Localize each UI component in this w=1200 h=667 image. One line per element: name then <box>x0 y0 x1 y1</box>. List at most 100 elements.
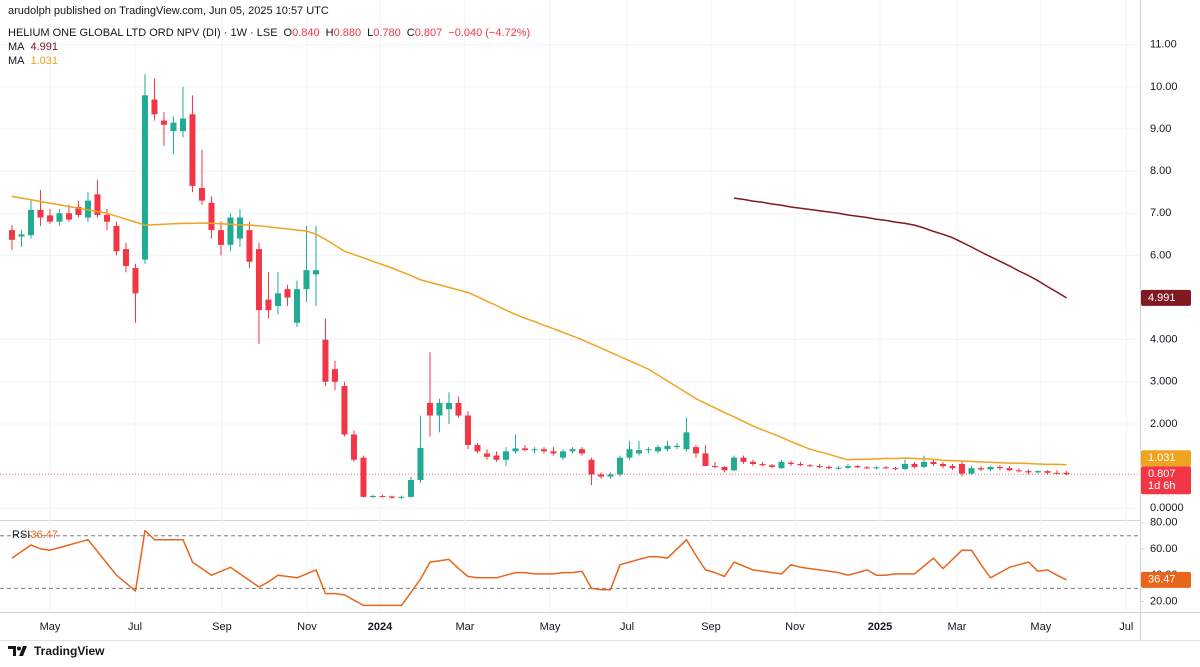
y-tick-label: 9.00 <box>1150 123 1171 135</box>
x-tick-label: Jul <box>1119 621 1133 633</box>
candle-body <box>407 479 414 497</box>
candle-body <box>303 270 310 290</box>
quote-value: 0.780 <box>373 27 401 39</box>
x-tick-label: Mar <box>455 621 474 633</box>
candle-body <box>949 466 956 469</box>
candle-body <box>730 457 737 471</box>
candle-body <box>958 463 965 474</box>
candle-body <box>901 463 908 470</box>
candles <box>8 74 1070 499</box>
ma-badge-bg <box>1141 450 1191 467</box>
candle-body <box>170 122 177 132</box>
candle-body <box>151 99 158 115</box>
rsi-legend: RSI36.47 <box>12 529 58 541</box>
candle-body <box>873 467 880 469</box>
candle-body <box>816 466 823 468</box>
candle-body <box>46 215 53 222</box>
rsi-value: 36.47 <box>30 529 58 541</box>
candle-body <box>179 118 186 132</box>
candle-body <box>160 120 167 125</box>
candle-body <box>75 206 82 215</box>
candle-body <box>597 474 604 477</box>
candle-body <box>94 194 101 215</box>
y-tick-label: 0.0000 <box>1150 502 1184 514</box>
candle-body <box>455 402 462 416</box>
candle-body <box>512 448 519 452</box>
y-tick-label: 2.000 <box>1150 418 1178 430</box>
candle-body <box>198 187 205 201</box>
quote-key: H <box>325 27 334 39</box>
candle-body <box>189 114 196 186</box>
candle-body <box>84 200 91 218</box>
candle-body <box>379 495 386 497</box>
candle-body <box>835 467 842 469</box>
candle-body <box>673 445 680 448</box>
ma-value: 1.031 <box>30 55 59 67</box>
candle-body <box>911 463 918 467</box>
candle-body <box>1044 471 1051 473</box>
ma-badge-bg <box>1141 289 1191 306</box>
rsi-tick-label: 80.00 <box>1150 517 1178 529</box>
candle-body <box>987 466 994 470</box>
candle-body <box>645 449 652 451</box>
candle-body <box>664 445 671 450</box>
publisher: arudolph published on TradingView.com, J… <box>8 5 329 17</box>
candle-body <box>540 449 547 452</box>
x-tick-label: Mar <box>947 621 966 633</box>
candle-body <box>578 449 585 454</box>
candle-body <box>255 249 262 311</box>
ma-legend: MA 4.991 MA 1.031 <box>8 40 530 68</box>
candle-body <box>588 459 595 475</box>
candle-body <box>892 468 899 470</box>
candle-body <box>787 462 794 464</box>
candle-body <box>559 451 566 458</box>
candle-body <box>464 415 471 446</box>
candle-body <box>493 455 500 460</box>
candle-body <box>1025 471 1032 473</box>
candle-body <box>246 230 253 262</box>
candle-body <box>569 449 576 452</box>
candle-body <box>388 496 395 498</box>
candle-body <box>797 463 804 466</box>
candle-body <box>654 447 661 452</box>
y-tick-label: 4.000 <box>1150 334 1178 346</box>
candle-body <box>284 289 291 298</box>
candle-body <box>1053 472 1060 474</box>
candle-body <box>968 468 975 474</box>
candle-body <box>132 268 139 294</box>
candle-body <box>350 434 357 460</box>
candle-body <box>806 465 813 467</box>
candle-body <box>550 451 557 454</box>
candle-body <box>445 402 452 410</box>
candle-body <box>474 445 481 452</box>
rsi-line <box>11 529 1067 607</box>
brand: TradingView <box>34 644 105 658</box>
candle-body <box>65 213 72 220</box>
quote-key: L <box>367 27 374 39</box>
candle-body <box>436 402 443 416</box>
ma-badge: 4.991 <box>1148 292 1176 304</box>
x-tick-label: Sep <box>212 621 232 633</box>
candle-body <box>27 209 34 236</box>
candle-body <box>369 495 376 497</box>
last-price-label: 0.807 <box>1148 468 1176 480</box>
y-tick-label: 6.00 <box>1150 249 1171 261</box>
candle-body <box>312 270 319 275</box>
footer: TradingView <box>8 644 104 658</box>
candle-body <box>274 293 281 306</box>
y-tick-label: 11.00 <box>1150 39 1177 51</box>
candle-body <box>1063 472 1070 475</box>
x-tick-label: Jul <box>128 621 142 633</box>
candle-body <box>635 450 642 454</box>
x-tick-label: May <box>1030 621 1051 633</box>
candle-body <box>56 213 63 222</box>
ma-value: 4.991 <box>30 41 59 53</box>
candle-body <box>531 449 538 451</box>
x-tick-label: May <box>40 621 61 633</box>
candle-body <box>920 461 927 467</box>
candle-body <box>721 466 728 471</box>
candle-body <box>616 457 623 475</box>
candle-body <box>141 95 148 260</box>
